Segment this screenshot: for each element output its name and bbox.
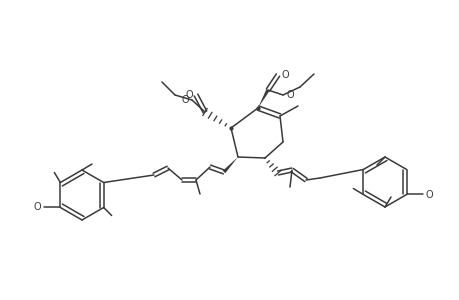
Text: O: O bbox=[285, 90, 293, 100]
Text: O: O bbox=[280, 70, 288, 80]
Text: O: O bbox=[181, 95, 188, 105]
Text: O: O bbox=[34, 202, 41, 212]
Polygon shape bbox=[222, 157, 237, 173]
Text: O: O bbox=[185, 90, 192, 100]
Text: O: O bbox=[425, 190, 432, 200]
Polygon shape bbox=[257, 89, 269, 108]
